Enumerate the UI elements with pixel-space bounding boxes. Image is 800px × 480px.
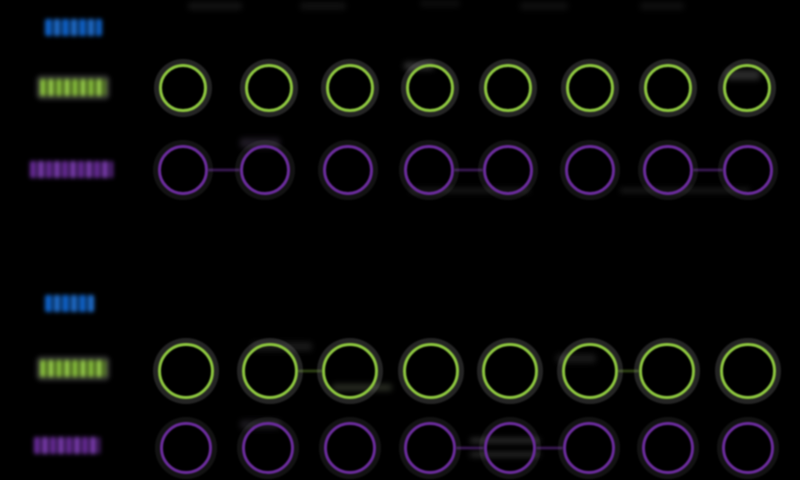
row-label-green: [redacted] <box>40 360 106 377</box>
group-header-label: [redacted] <box>45 295 94 312</box>
row-label-green: [redacted] <box>40 79 106 96</box>
blur-artifact <box>640 2 684 10</box>
graph-node[interactable] <box>484 422 536 474</box>
graph-node[interactable] <box>322 343 378 399</box>
redacted-text: [redacted] <box>30 161 113 178</box>
graph-node[interactable] <box>722 422 774 474</box>
redacted-text: [redacted] <box>40 360 106 377</box>
graph-node[interactable] <box>565 145 615 195</box>
graph-node[interactable] <box>404 422 456 474</box>
blur-artifact <box>188 2 242 10</box>
graph-node[interactable] <box>403 343 459 399</box>
group-header-label: [redacted] <box>45 19 102 36</box>
graph-node[interactable] <box>159 64 207 112</box>
graph-edge <box>693 169 723 171</box>
graph-node[interactable] <box>483 145 533 195</box>
blur-artifact <box>420 0 460 7</box>
graph-node[interactable] <box>324 422 376 474</box>
graph-node[interactable] <box>406 64 454 112</box>
redacted-text: [redacted] <box>34 437 100 454</box>
graph-node[interactable] <box>644 64 692 112</box>
graph-edge <box>536 447 563 449</box>
graph-edge <box>298 370 322 372</box>
graph-node[interactable] <box>643 145 693 195</box>
graph-node[interactable] <box>158 343 214 399</box>
blur-artifact <box>520 2 568 10</box>
graph-node[interactable] <box>723 64 771 112</box>
graph-node[interactable] <box>242 422 294 474</box>
redacted-text: [redacted] <box>45 295 94 312</box>
graph-node[interactable] <box>484 64 532 112</box>
graph-node[interactable] <box>720 343 776 399</box>
graph-edge <box>618 370 639 372</box>
graph-node[interactable] <box>562 343 618 399</box>
row-label-purple: [redacted] <box>30 161 113 178</box>
graph-node[interactable] <box>639 343 695 399</box>
graph-node[interactable] <box>723 145 773 195</box>
graph-node[interactable] <box>158 145 208 195</box>
graph-node[interactable] <box>566 64 614 112</box>
graph-node[interactable] <box>642 422 694 474</box>
redacted-text: [redacted] <box>45 19 102 36</box>
graph-node[interactable] <box>245 64 293 112</box>
graph-edge <box>454 169 483 171</box>
graph-node[interactable] <box>240 145 290 195</box>
graph-edge <box>456 447 484 449</box>
graph-node[interactable] <box>242 343 298 399</box>
graph-node[interactable] <box>323 145 373 195</box>
graph-node[interactable] <box>482 343 538 399</box>
graph-node[interactable] <box>563 422 615 474</box>
redacted-text: [redacted] <box>40 79 106 96</box>
graph-edge <box>208 169 240 171</box>
graph-node[interactable] <box>326 64 374 112</box>
blur-artifact <box>300 2 346 10</box>
graph-node[interactable] <box>404 145 454 195</box>
row-label-purple: [redacted] <box>34 437 100 454</box>
graph-node[interactable] <box>160 422 212 474</box>
